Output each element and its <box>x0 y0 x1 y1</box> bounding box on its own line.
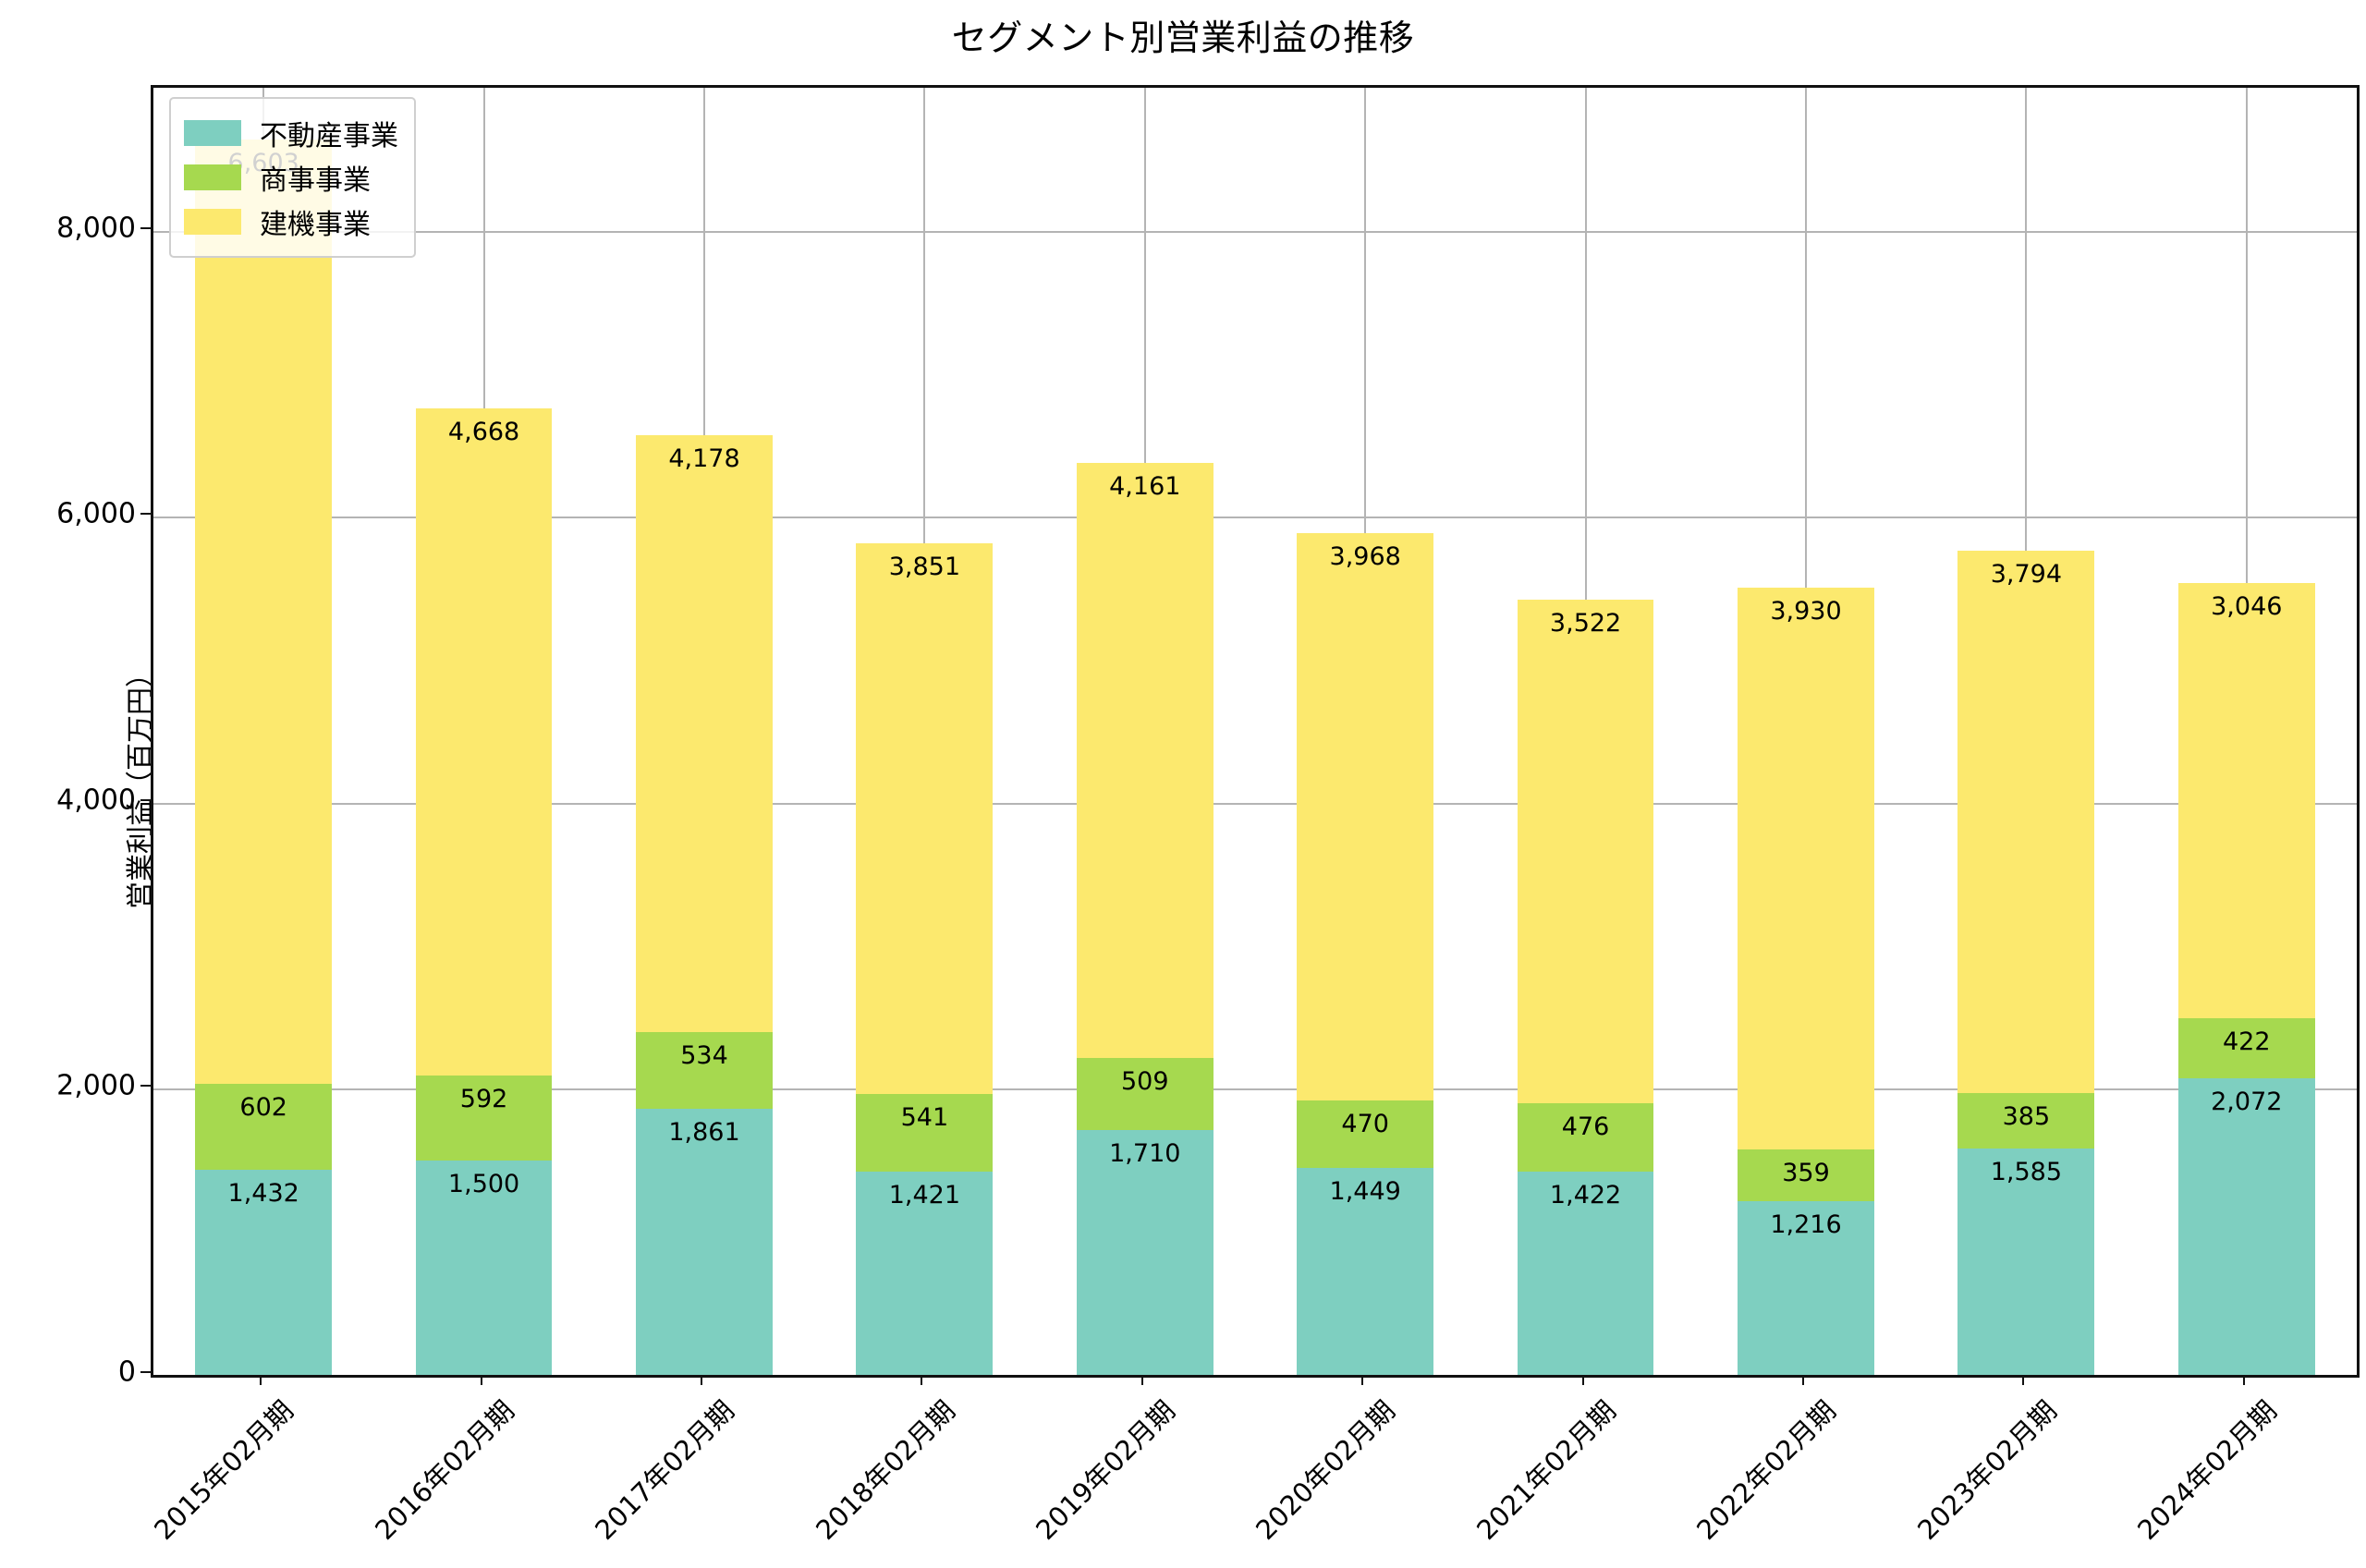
legend-swatch-icon <box>184 120 241 146</box>
y-axis-tick-label: 2,000 <box>56 1069 136 1102</box>
legend-swatch-icon <box>184 209 241 235</box>
bar-segment[interactable] <box>1517 1103 1654 1172</box>
x-axis-tick-mark <box>1140 1375 1143 1385</box>
bar-segment[interactable] <box>1957 1148 2095 1375</box>
bar-segment[interactable] <box>1297 532 1434 1100</box>
bar-segment[interactable] <box>636 1032 773 1109</box>
bar-segment[interactable] <box>2177 582 2315 1018</box>
bar-segment[interactable] <box>1517 600 1654 1104</box>
bar-segment[interactable] <box>636 434 773 1033</box>
bar-segment[interactable] <box>195 1084 333 1171</box>
bar-segment[interactable] <box>195 1170 333 1375</box>
gridline-horizontal <box>153 1088 2357 1091</box>
legend-item-label: 不動産事業 <box>260 120 398 152</box>
bar-group[interactable]: 1,422 476 3,522 <box>1517 88 1654 1375</box>
bar-segment[interactable] <box>1957 550 2095 1094</box>
y-axis-tick-label: 0 <box>117 1355 136 1389</box>
x-axis-tick-label: 2015年02月期 <box>148 1394 300 1547</box>
x-axis-tick-mark <box>1802 1375 1804 1385</box>
bar-segment[interactable] <box>1297 1100 1434 1168</box>
y-axis-tick-mark <box>140 1371 151 1373</box>
bar-segment[interactable] <box>1738 1149 1874 1201</box>
bar-group[interactable]: 1,500 592 4,668 <box>415 88 553 1375</box>
page-title: セグメント別営業利益の推移 <box>951 18 1415 58</box>
legend-item[interactable]: 不動産事業 <box>184 111 398 155</box>
x-axis-tick-label: 2020年02月期 <box>1250 1394 1402 1547</box>
y-axis-tick-mark <box>140 1085 151 1088</box>
x-axis-tick-mark <box>921 1375 923 1385</box>
x-axis-tick-label: 2017年02月期 <box>589 1394 741 1547</box>
x-axis-tick-mark <box>1361 1375 1364 1385</box>
bar-segment[interactable] <box>856 1172 994 1375</box>
x-axis-tick-label: 2016年02月期 <box>369 1394 520 1547</box>
bar-segment[interactable] <box>2177 1078 2315 1375</box>
bar-segment[interactable] <box>856 543 994 1095</box>
bar-segment[interactable] <box>1957 1093 2095 1149</box>
x-axis-tick-mark <box>2242 1375 2245 1385</box>
gridline-horizontal <box>153 230 2357 233</box>
x-axis-tick-mark <box>2022 1375 2025 1385</box>
bar-group[interactable]: 1,216 359 3,930 <box>1738 88 1874 1375</box>
y-axis-tick-label: 4,000 <box>56 784 136 817</box>
bar-segment[interactable] <box>1297 1167 1434 1375</box>
x-axis-tick-mark <box>480 1375 482 1385</box>
x-axis-tick-mark <box>1581 1375 1584 1385</box>
bar-segment[interactable] <box>415 407 553 1076</box>
bar-segment[interactable] <box>1738 587 1874 1150</box>
y-axis-tick-label: 6,000 <box>56 497 136 530</box>
bar-segment[interactable] <box>415 1160 553 1375</box>
y-axis-tick-label: 8,000 <box>56 212 136 245</box>
y-axis-tick-mark <box>140 513 151 516</box>
x-axis-tick-label: 2021年02月期 <box>1470 1394 1622 1547</box>
bar-segment[interactable] <box>1738 1200 1874 1375</box>
x-axis-tick-mark <box>260 1375 262 1385</box>
bar-group[interactable]: 1,449 470 3,968 <box>1297 88 1434 1375</box>
bar-segment[interactable] <box>1076 1057 1213 1131</box>
y-axis-tick-mark <box>140 226 151 229</box>
bar-group[interactable]: 1,861 534 4,178 <box>636 88 773 1375</box>
x-axis-tick-mark <box>701 1375 702 1385</box>
bar-group[interactable]: 1,710 509 4,161 <box>1076 88 1213 1375</box>
bar-segment[interactable] <box>415 1076 553 1161</box>
bar-segment[interactable] <box>1517 1171 1654 1375</box>
bar-segment[interactable] <box>195 140 333 1085</box>
legend-item[interactable]: 建機事業 <box>184 200 398 244</box>
chart-legend: 不動産事業商事事業建機事業 <box>169 97 416 258</box>
bar-segment[interactable] <box>856 1094 994 1173</box>
legend-item-label: 建機事業 <box>260 209 371 241</box>
gridline-horizontal <box>153 802 2357 805</box>
bar-segment[interactable] <box>1076 1130 1213 1375</box>
bar-segment[interactable] <box>2177 1017 2315 1079</box>
legend-item[interactable]: 商事事業 <box>184 155 398 200</box>
bar-segment[interactable] <box>636 1108 773 1375</box>
bar-group[interactable]: 1,421 541 3,851 <box>856 88 994 1375</box>
x-axis-tick-label: 2019年02月期 <box>1030 1394 1182 1547</box>
bar-group[interactable]: 1,4326026,603 <box>195 88 333 1375</box>
bar-segment[interactable] <box>1076 462 1213 1058</box>
bar-group[interactable]: 2,072 422 3,046 <box>2177 88 2315 1375</box>
y-axis-tick-mark <box>140 798 151 801</box>
x-axis-tick-label: 2024年02月期 <box>2131 1394 2284 1547</box>
legend-item-label: 商事事業 <box>260 164 371 197</box>
bar-group[interactable]: 1,585 385 3,794 <box>1957 88 2095 1375</box>
legend-swatch-icon <box>184 164 241 190</box>
gridline-horizontal <box>153 517 2357 519</box>
x-axis-tick-label: 2018年02月期 <box>809 1394 961 1547</box>
x-axis-tick-label: 2022年02月期 <box>1690 1394 1843 1547</box>
x-axis-tick-label: 2023年02月期 <box>1910 1394 2063 1547</box>
